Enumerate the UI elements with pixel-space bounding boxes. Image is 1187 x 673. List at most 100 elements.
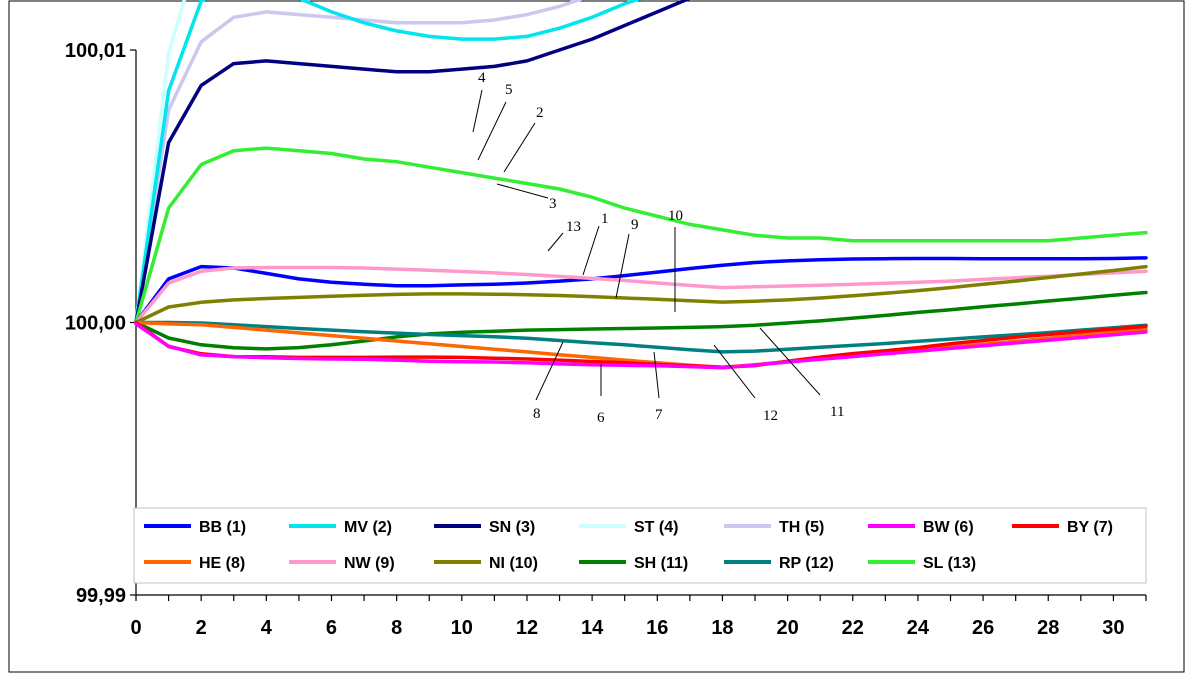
series-line-3 [134, 0, 691, 325]
legend-label: MV (2) [344, 519, 392, 536]
legend-item: TH (5) [724, 519, 824, 536]
legend-item: SL (13) [868, 555, 976, 572]
y-axis-ticks: 99,99 100,00 100,01 [65, 40, 136, 607]
legend-item: SH (11) [579, 555, 688, 572]
series-line-5 [134, 0, 585, 325]
annotation-label: 4 [472, 70, 486, 133]
legend-item: BW (6) [868, 519, 974, 536]
x-tick-label: 0 [130, 617, 141, 639]
series-line-2 [134, 0, 642, 325]
legend-label: ST (4) [634, 519, 678, 536]
legend-label: NW (9) [344, 555, 395, 572]
legend-label: SL (13) [923, 555, 976, 572]
series-lines [134, 0, 1148, 370]
legend-item: NW (9) [289, 555, 395, 572]
y-tick-label: 100,00 [65, 313, 126, 335]
legend-label: NI (10) [489, 555, 538, 572]
x-tick-label: 10 [451, 617, 473, 639]
annotation-label: 11 [759, 327, 844, 420]
annotation-text: 2 [536, 105, 544, 121]
series-line-13 [134, 146, 1148, 325]
annotation-leader-line [615, 233, 630, 299]
annotation-text: 13 [566, 219, 581, 235]
x-tick-label: 28 [1037, 617, 1059, 639]
legend: BB (1) MV (2) SN (3) ST (4) TH (5) BW (6) BY (… [133, 507, 1147, 584]
y-tick-label: 100,01 [65, 40, 126, 62]
x-tick-label: 12 [516, 617, 538, 639]
legend-item: BY (7) [1012, 519, 1113, 536]
annotation-text: 12 [763, 408, 778, 424]
x-tick-label: 30 [1102, 617, 1124, 639]
legend-box [133, 507, 1147, 584]
series-line-11 [134, 290, 1148, 351]
series-line-12 [134, 320, 1148, 354]
annotation-leader-line [472, 89, 483, 133]
annotation-leader-line [503, 122, 536, 173]
x-tick-label: 2 [196, 617, 207, 639]
legend-label: SH (11) [634, 555, 688, 572]
annotation-text: 8 [533, 406, 541, 422]
x-tick-label: 16 [646, 617, 668, 639]
x-tick-label: 24 [907, 617, 930, 639]
annotation-label: 10 [668, 208, 683, 312]
y-tick-label: 99,99 [76, 585, 126, 607]
x-tick-label: 20 [776, 617, 798, 639]
x-tick-label: 14 [581, 617, 604, 639]
legend-item: MV (2) [289, 519, 392, 536]
x-tick-label: 4 [261, 617, 273, 639]
legend-label: TH (5) [779, 519, 824, 536]
x-tick-label: 8 [391, 617, 402, 639]
annotation-text: 6 [597, 410, 605, 426]
annotation-label: 5 [477, 82, 513, 161]
legend-item: RP (12) [724, 555, 834, 572]
annotation-leader-line [653, 351, 660, 399]
annotation-leader-line [477, 101, 507, 161]
annotation-text: 4 [478, 70, 486, 86]
legend-label: RP (12) [779, 555, 834, 572]
annotation-leader-line [535, 341, 564, 401]
legend-item: NI (10) [434, 555, 538, 572]
x-axis-ticks: 0 2 4 6 8 10 12 14 16 18 20 22 24 26 28 30 [130, 595, 1147, 639]
x-tick-label: 26 [972, 617, 994, 639]
legend-label: BW (6) [923, 519, 974, 536]
annotation-text: 9 [631, 217, 639, 233]
annotation-leader-line [547, 232, 564, 252]
x-tick-label: 6 [326, 617, 337, 639]
annotation-leader-line [582, 225, 600, 276]
series-line-10 [134, 264, 1148, 325]
annotation-leader-line [713, 344, 756, 399]
annotation-label: 12 [713, 344, 778, 424]
legend-item: SN (3) [434, 519, 535, 536]
legend-item: ST (4) [579, 519, 678, 536]
annotation-label: 9 [615, 217, 639, 299]
annotations: 4 5 2 3 13 1 9 10 8 6 7 12 11 [472, 70, 844, 426]
annotation-text: 3 [549, 196, 557, 212]
annotation-label: 1 [582, 211, 609, 276]
annotation-label: 2 [503, 105, 544, 173]
annotation-leader-line [496, 183, 549, 199]
annotation-label: 6 [597, 364, 605, 426]
annotation-label: 7 [653, 351, 663, 423]
legend-label: BY (7) [1067, 519, 1113, 536]
annotation-text: 5 [505, 82, 513, 98]
annotation-text: 7 [655, 407, 663, 423]
annotation-text: 10 [668, 208, 683, 224]
series-line-6 [134, 322, 1148, 370]
series-line-9 [134, 265, 1148, 325]
annotation-text: 11 [830, 404, 844, 420]
legend-label: SN (3) [489, 519, 535, 536]
annotation-leader-line [759, 327, 821, 396]
annotation-label: 3 [496, 183, 557, 212]
legend-label: BB (1) [199, 519, 246, 536]
series-line-1 [134, 256, 1148, 325]
annotation-label: 13 [547, 219, 581, 252]
annotation-text: 1 [601, 211, 609, 227]
x-tick-label: 22 [842, 617, 864, 639]
annotation-label: 8 [533, 341, 564, 422]
x-tick-label: 18 [711, 617, 733, 639]
legend-item: HE (8) [144, 555, 245, 572]
legend-item: BB (1) [144, 519, 246, 536]
legend-label: HE (8) [199, 555, 245, 572]
